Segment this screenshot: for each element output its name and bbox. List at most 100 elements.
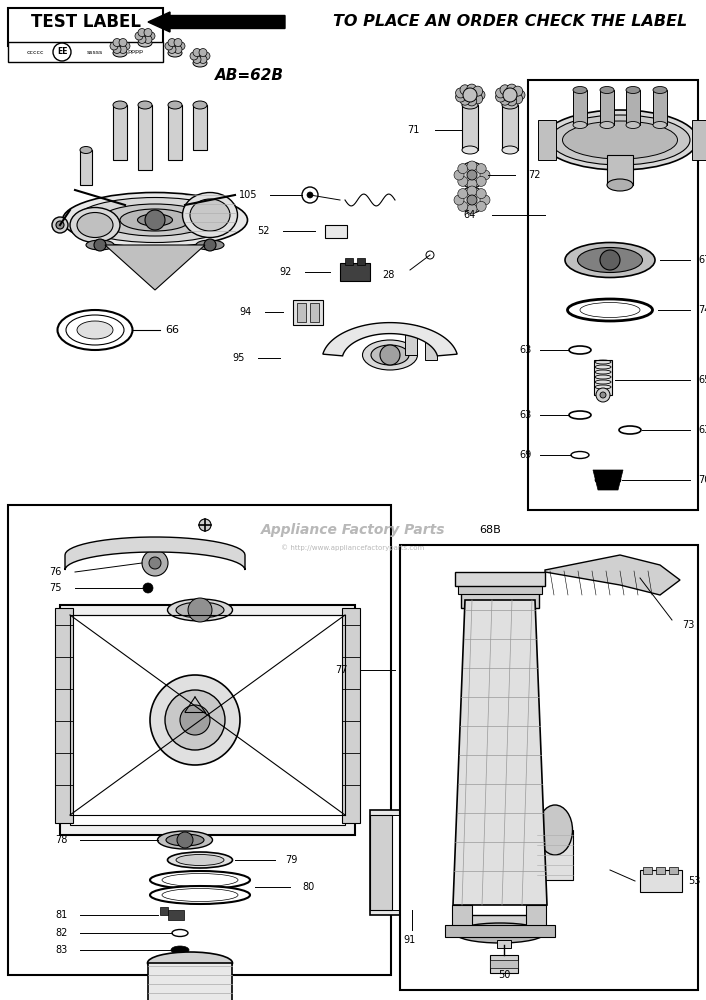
Bar xyxy=(168,910,184,920)
Circle shape xyxy=(122,42,130,50)
Ellipse shape xyxy=(168,49,182,57)
Bar xyxy=(462,105,478,150)
Bar xyxy=(626,90,640,125)
Bar xyxy=(607,155,633,185)
Ellipse shape xyxy=(502,101,518,109)
Bar xyxy=(669,867,678,874)
Ellipse shape xyxy=(462,101,478,109)
Circle shape xyxy=(467,84,477,94)
Circle shape xyxy=(145,210,165,230)
Circle shape xyxy=(94,239,106,251)
Ellipse shape xyxy=(600,121,614,128)
Text: 28: 28 xyxy=(383,270,395,280)
Circle shape xyxy=(119,45,127,53)
Bar xyxy=(310,303,319,322)
Ellipse shape xyxy=(595,475,621,485)
Bar xyxy=(528,80,698,510)
Circle shape xyxy=(455,88,465,98)
Circle shape xyxy=(596,388,610,402)
Ellipse shape xyxy=(150,886,250,904)
Text: Appliance Factory Parts: Appliance Factory Parts xyxy=(261,523,445,537)
Ellipse shape xyxy=(57,310,133,350)
Text: 91: 91 xyxy=(404,935,416,945)
Circle shape xyxy=(496,92,505,102)
Ellipse shape xyxy=(571,452,589,458)
Ellipse shape xyxy=(157,831,213,849)
Circle shape xyxy=(138,29,146,37)
Bar xyxy=(160,907,168,915)
Ellipse shape xyxy=(568,299,652,321)
Polygon shape xyxy=(323,323,457,356)
Circle shape xyxy=(190,52,198,60)
Text: sssss: sssss xyxy=(87,49,103,54)
Circle shape xyxy=(475,90,485,100)
Text: 71: 71 xyxy=(407,125,420,135)
Circle shape xyxy=(174,45,182,53)
Bar xyxy=(692,120,706,160)
Polygon shape xyxy=(593,470,623,490)
Circle shape xyxy=(457,189,468,199)
Bar xyxy=(400,545,698,990)
Text: 105: 105 xyxy=(239,190,257,200)
Ellipse shape xyxy=(626,87,640,94)
Text: 82: 82 xyxy=(56,928,68,938)
Circle shape xyxy=(457,176,468,186)
FancyArrow shape xyxy=(148,12,285,32)
Text: 69: 69 xyxy=(520,450,532,460)
Text: 53: 53 xyxy=(688,876,700,886)
Text: TO PLACE AN ORDER CHECK THE LABEL: TO PLACE AN ORDER CHECK THE LABEL xyxy=(333,14,687,29)
Text: 76: 76 xyxy=(49,567,62,577)
Ellipse shape xyxy=(171,946,189,954)
Bar xyxy=(342,608,360,823)
Text: 72: 72 xyxy=(528,170,541,180)
Bar xyxy=(193,105,207,150)
Bar xyxy=(428,815,450,910)
Ellipse shape xyxy=(653,121,667,128)
Circle shape xyxy=(472,86,483,96)
Circle shape xyxy=(467,170,477,180)
Circle shape xyxy=(467,195,477,205)
Circle shape xyxy=(204,239,216,251)
Circle shape xyxy=(188,598,212,622)
Polygon shape xyxy=(545,555,680,595)
Circle shape xyxy=(165,42,173,50)
Circle shape xyxy=(515,90,525,100)
Ellipse shape xyxy=(580,302,640,318)
Bar xyxy=(573,90,587,125)
Ellipse shape xyxy=(176,602,224,618)
Bar xyxy=(455,915,545,933)
Circle shape xyxy=(513,94,522,104)
Text: AB=62B: AB=62B xyxy=(215,68,284,83)
Text: 81: 81 xyxy=(56,910,68,920)
Bar xyxy=(168,105,182,160)
Text: 94: 94 xyxy=(240,307,252,317)
Bar xyxy=(452,905,472,930)
Text: 68B: 68B xyxy=(479,525,501,535)
Ellipse shape xyxy=(196,240,224,250)
Circle shape xyxy=(147,32,155,40)
Circle shape xyxy=(476,189,486,199)
Circle shape xyxy=(165,690,225,750)
Ellipse shape xyxy=(70,208,120,242)
Circle shape xyxy=(199,55,207,63)
Bar xyxy=(8,8,163,46)
Bar xyxy=(370,815,392,910)
Bar xyxy=(490,955,518,973)
Ellipse shape xyxy=(573,121,587,128)
Bar xyxy=(458,582,542,594)
Bar xyxy=(375,815,445,910)
Ellipse shape xyxy=(120,209,190,231)
Circle shape xyxy=(467,179,477,189)
Circle shape xyxy=(457,164,468,174)
Bar xyxy=(656,867,665,874)
Text: 95: 95 xyxy=(232,353,245,363)
Ellipse shape xyxy=(168,101,182,109)
Bar xyxy=(643,867,652,874)
Text: 75: 75 xyxy=(49,583,62,593)
Ellipse shape xyxy=(77,213,113,237)
Circle shape xyxy=(113,45,121,53)
Text: EE: EE xyxy=(56,47,67,56)
Circle shape xyxy=(459,187,485,213)
Text: © http://www.appliancefactoryparts.com: © http://www.appliancefactoryparts.com xyxy=(282,545,424,551)
Bar xyxy=(357,258,365,265)
